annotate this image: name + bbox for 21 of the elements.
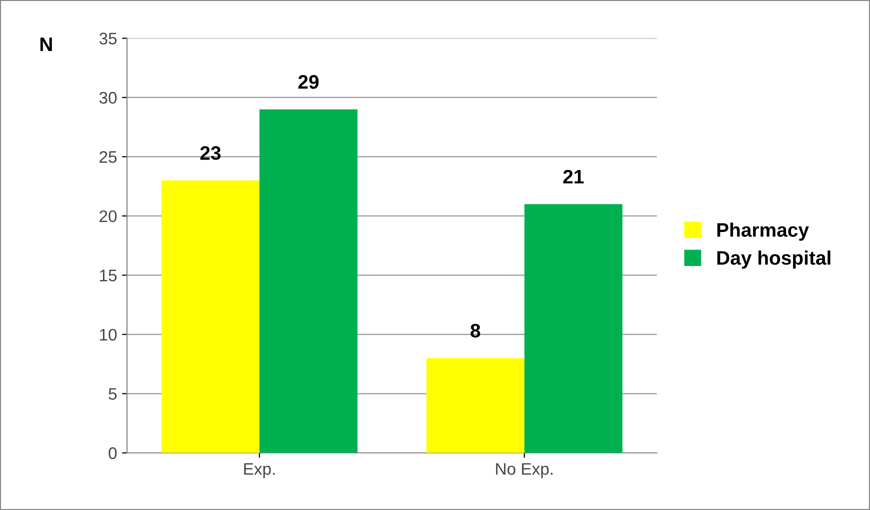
y-tick-label: 15 <box>100 270 117 282</box>
y-tick-label: 30 <box>99 92 117 104</box>
data-label: 21 <box>563 170 584 184</box>
legend-label: Pharmacy <box>717 222 809 241</box>
y-tick-label: 5 <box>108 388 117 400</box>
data-label: 23 <box>200 146 221 160</box>
bar <box>524 204 622 453</box>
y-tick-label: 20 <box>100 210 117 222</box>
bar <box>161 180 260 453</box>
y-axis-title: N <box>40 38 52 51</box>
legend-label: Day hospital <box>717 250 830 269</box>
x-tick-label: Exp. <box>244 463 275 478</box>
y-tick-label: 10 <box>100 328 117 341</box>
y-tick-label: 25 <box>100 151 117 163</box>
bar <box>259 109 358 453</box>
y-tick-label: 0 <box>108 447 117 460</box>
x-tick-label: No Exp. <box>496 463 553 478</box>
bar <box>426 358 524 453</box>
data-label: 8 <box>470 324 480 338</box>
y-tick-label: 35 <box>99 32 117 44</box>
data-label: 29 <box>298 75 319 89</box>
